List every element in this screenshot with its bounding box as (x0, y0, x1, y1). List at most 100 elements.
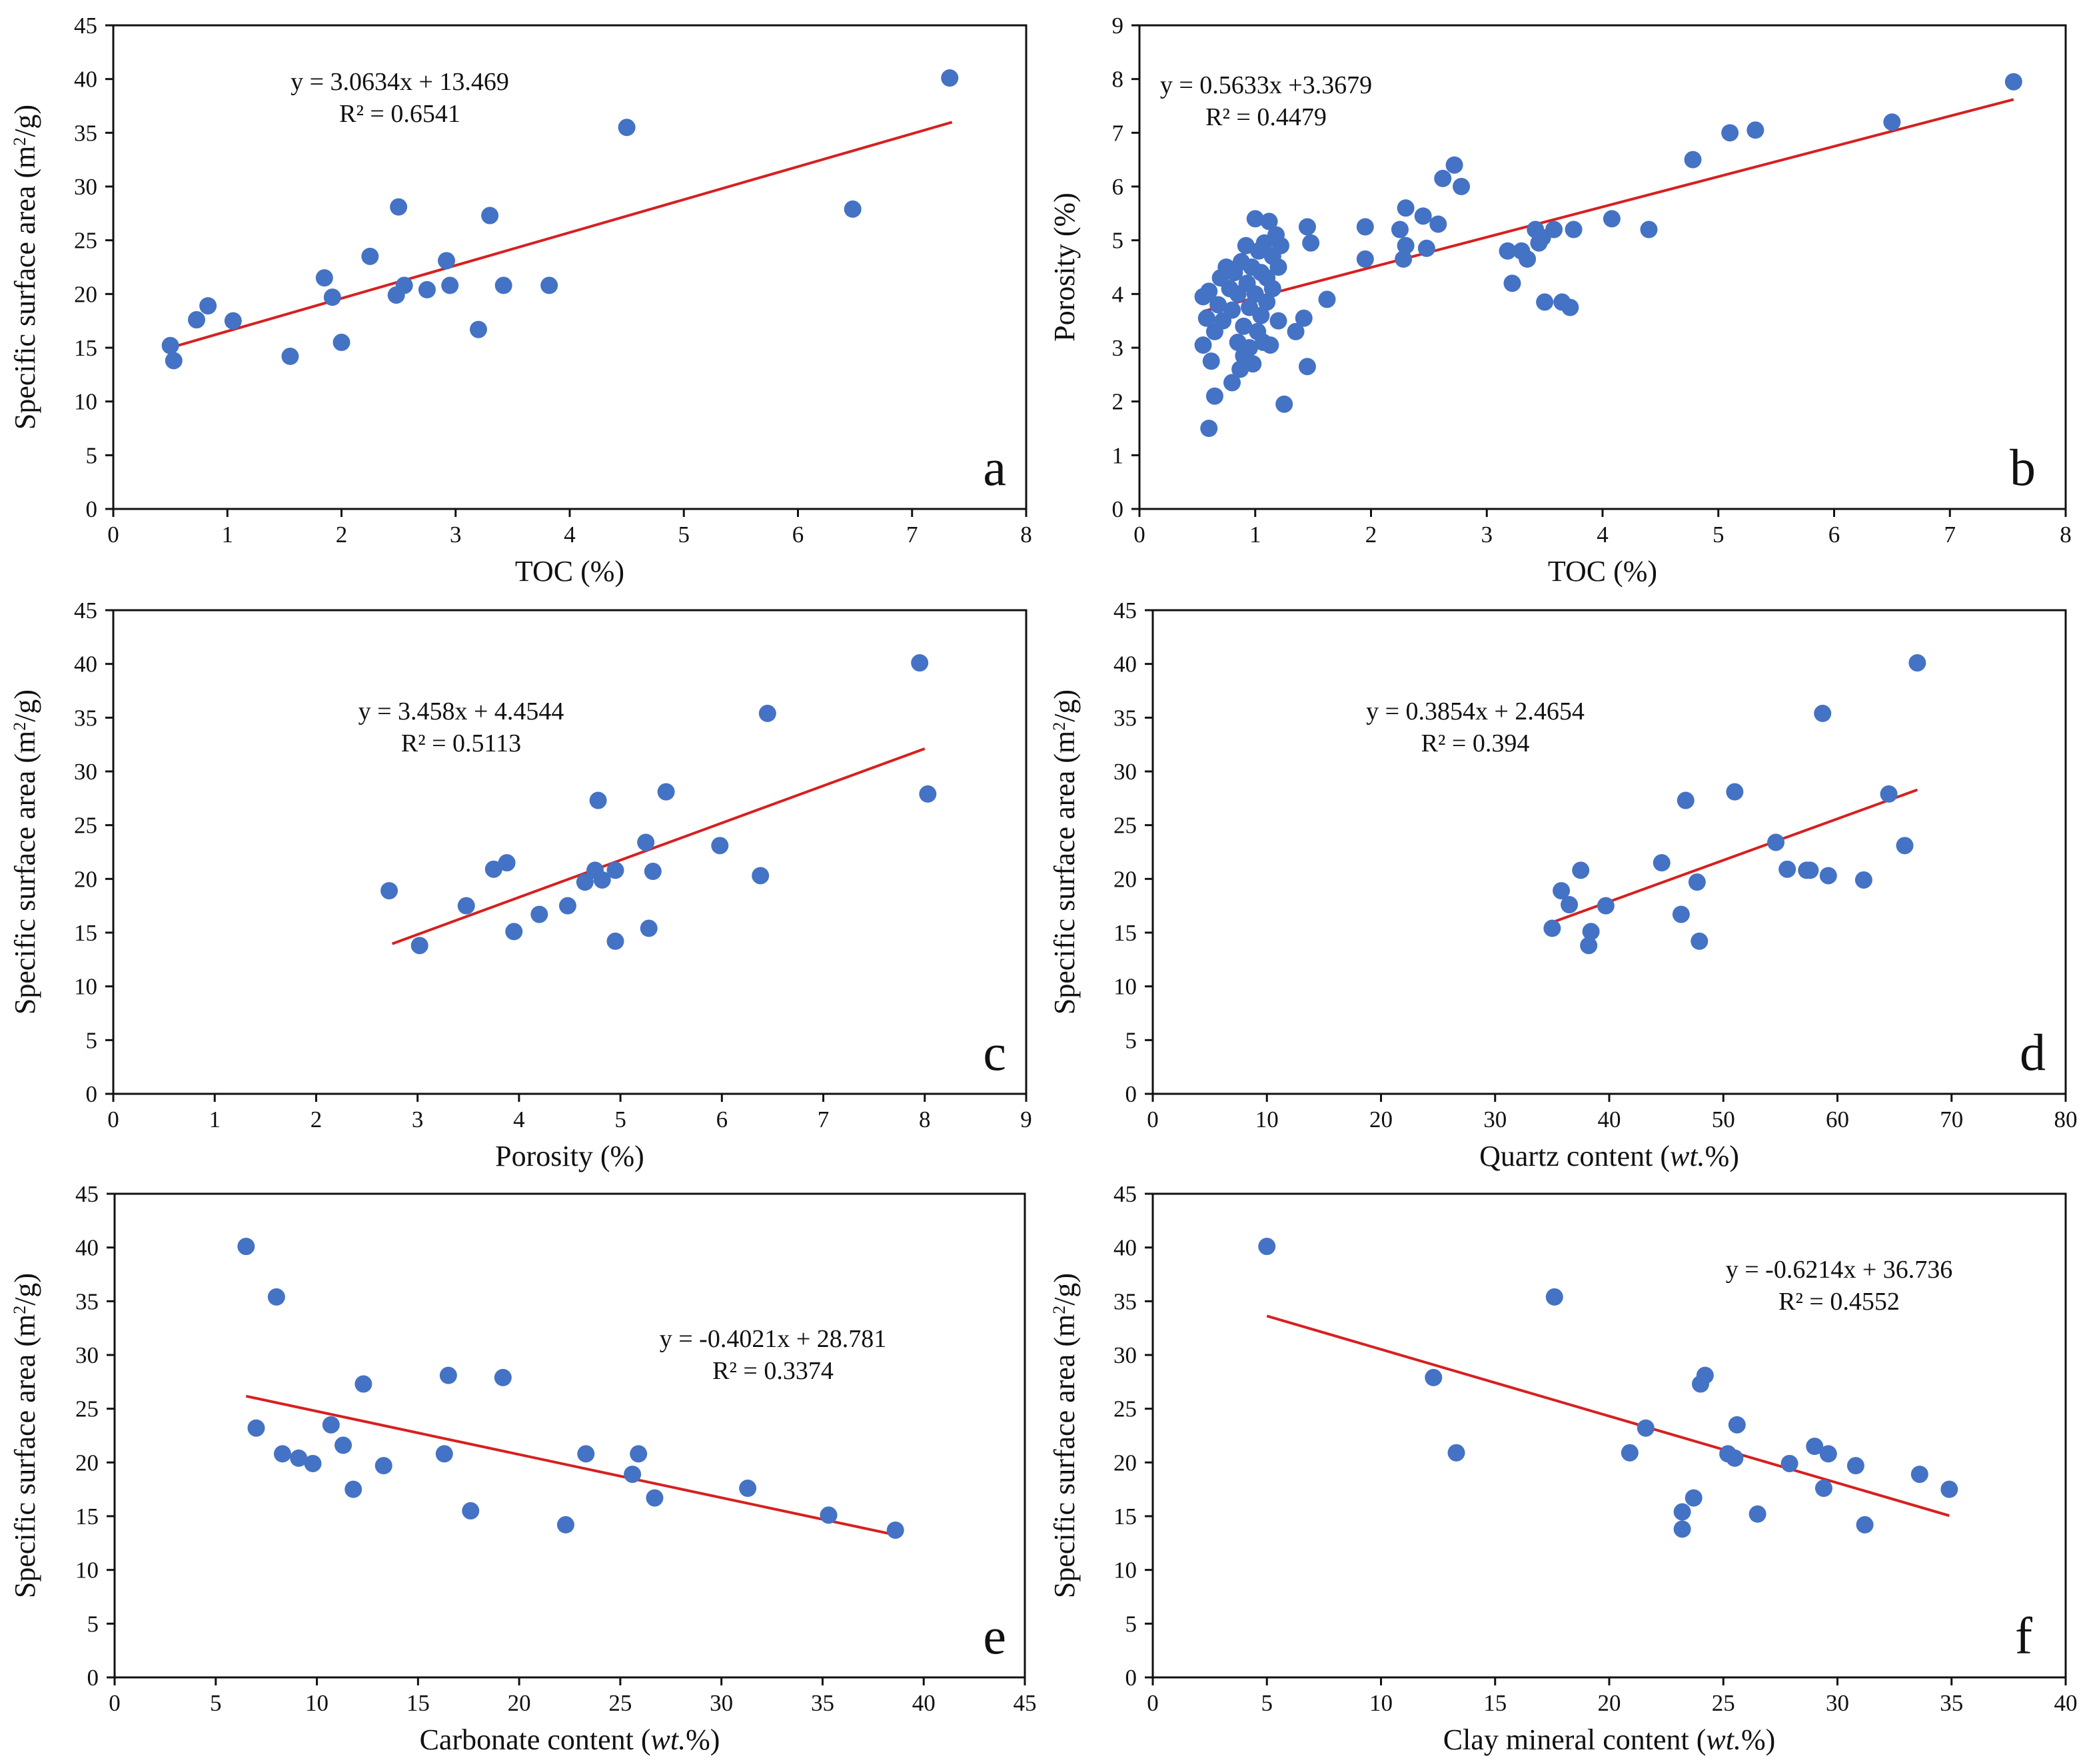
y-tick-label: 15 (74, 335, 97, 361)
trend-equation-f: y = -0.6214x + 36.736 (1726, 1256, 1953, 1284)
y-tick-label: 40 (74, 67, 97, 93)
data-point (395, 276, 413, 294)
y-tick-label: 45 (74, 598, 97, 624)
x-tick-label: 15 (1483, 1690, 1507, 1716)
data-point (273, 1445, 291, 1463)
x-tick-label: 6 (716, 1106, 728, 1132)
chart-e: 0 5 10 15 20 25 30 35 40 45 0 5 10 15 20 25 30 35 40 45 Carb… (9, 1181, 1037, 1756)
data-point (844, 200, 862, 218)
x-tick-label: 6 (1828, 522, 1840, 548)
data-point (281, 347, 299, 365)
data-point (1395, 250, 1413, 268)
y-axis-title-a: Specific surface area (m2/g) (9, 105, 41, 430)
y-axis-title-b: Porosity (%) (1048, 193, 1081, 342)
data-point (1940, 1480, 1958, 1498)
y-tick-label: 25 (74, 813, 97, 839)
chart-panel-a: 0 1 2 3 4 5 6 7 8 0 5 10 15 20 25 30 35 40 45 TOC (%) Specif… (0, 0, 1040, 588)
data-point (439, 1366, 457, 1384)
x-tick-label: 80 (2054, 1106, 2078, 1132)
x-tick-label: 45 (1014, 1690, 1037, 1716)
y-tick-label: 35 (75, 1288, 99, 1314)
x-tick-label: 3 (412, 1106, 424, 1132)
data-point (1261, 336, 1279, 354)
y-tick-label: 0 (86, 496, 98, 522)
trend-equation-c: y = 3.458x + 4.4544 (358, 697, 564, 725)
y-tick-label: 15 (1113, 1504, 1137, 1530)
data-point (820, 1506, 838, 1524)
data-point (1778, 860, 1796, 878)
chart-panel-f: 0 5 10 15 20 25 30 35 40 0 5 10 15 20 25 30 35 40 45 Clay m… (1040, 1172, 2079, 1764)
x-tick-label: 20 (1598, 1690, 1621, 1716)
data-point (1269, 312, 1287, 330)
y-tick-label: 20 (1113, 866, 1137, 892)
x-tick-label: 0 (1133, 522, 1145, 548)
data-point (1672, 905, 1690, 923)
x-axis-title-d: Quartz content (wt.%) (1479, 1140, 1739, 1172)
data-point (438, 252, 456, 270)
data-point (637, 833, 655, 851)
x-tick-label: 5 (210, 1690, 222, 1716)
y-tick-label: 10 (1113, 1557, 1137, 1583)
chart-panel-c: 0 1 2 3 4 5 6 7 8 9 0 5 10 15 20 25 30 35 40 45 Porosity (%)… (0, 586, 1040, 1172)
y-tick-label: 35 (1113, 705, 1137, 731)
data-point (1854, 871, 1872, 889)
data-point (618, 119, 636, 137)
y-tick-label: 8 (1112, 67, 1124, 93)
data-point (1258, 293, 1276, 311)
data-point (1356, 250, 1374, 268)
y-tick-label: 0 (1125, 1665, 1137, 1691)
data-point (1582, 923, 1600, 941)
x-tick-label: 2 (311, 1106, 323, 1132)
trend-line-d (1551, 788, 1918, 924)
data-point (1503, 274, 1521, 292)
data-point (410, 937, 428, 955)
data-point (1417, 239, 1435, 257)
data-point (1603, 210, 1621, 228)
y-axis-title-d: Specific surface area (m2/g) (1048, 689, 1081, 1015)
data-point (1684, 151, 1702, 169)
data-point (1673, 1503, 1691, 1521)
data-point (911, 654, 929, 672)
data-point (1883, 113, 1901, 131)
trend-line-a (170, 121, 953, 349)
data-point (1545, 1288, 1563, 1306)
y-tick-label: 2 (1112, 389, 1124, 415)
data-point (1223, 301, 1241, 319)
x-tick-label: 25 (608, 1690, 632, 1716)
trend-line-f (1266, 1314, 1950, 1518)
y-tick-label: 45 (1113, 598, 1137, 624)
data-point (1429, 215, 1447, 233)
data-point (1260, 213, 1278, 230)
x-axis-title-b: TOC (%) (1548, 555, 1657, 588)
plot-frame-a (112, 24, 1028, 510)
y-tick-label: 30 (75, 1342, 99, 1368)
y-tick-label: 9 (1112, 13, 1124, 39)
trend-line-c (391, 747, 926, 945)
x-tick-label: 5 (1713, 522, 1725, 548)
data-point (290, 1449, 308, 1467)
data-point (1205, 387, 1223, 405)
data-point (1673, 1520, 1691, 1538)
data-point (919, 785, 937, 803)
y-tick-label: 3 (1112, 335, 1124, 361)
data-point (1545, 220, 1563, 238)
data-point (1814, 1480, 1832, 1498)
data-point (1447, 1444, 1465, 1462)
x-tick-label: 0 (1147, 1106, 1159, 1132)
x-tick-label: 50 (1712, 1106, 1735, 1132)
data-point (1519, 250, 1537, 268)
x-tick-label: 10 (305, 1690, 329, 1716)
data-point (1209, 296, 1227, 314)
x-tick-label: 40 (2054, 1690, 2078, 1716)
data-point (1819, 867, 1837, 885)
data-point (758, 704, 776, 722)
r-squared-c: R² = 0.5113 (401, 729, 521, 757)
data-point (390, 198, 408, 216)
data-point (1801, 861, 1819, 879)
data-point (576, 873, 594, 891)
x-tick-label: 60 (1826, 1106, 1849, 1132)
x-tick-label: 4 (1597, 522, 1609, 548)
y-tick-label: 7 (1112, 120, 1124, 146)
